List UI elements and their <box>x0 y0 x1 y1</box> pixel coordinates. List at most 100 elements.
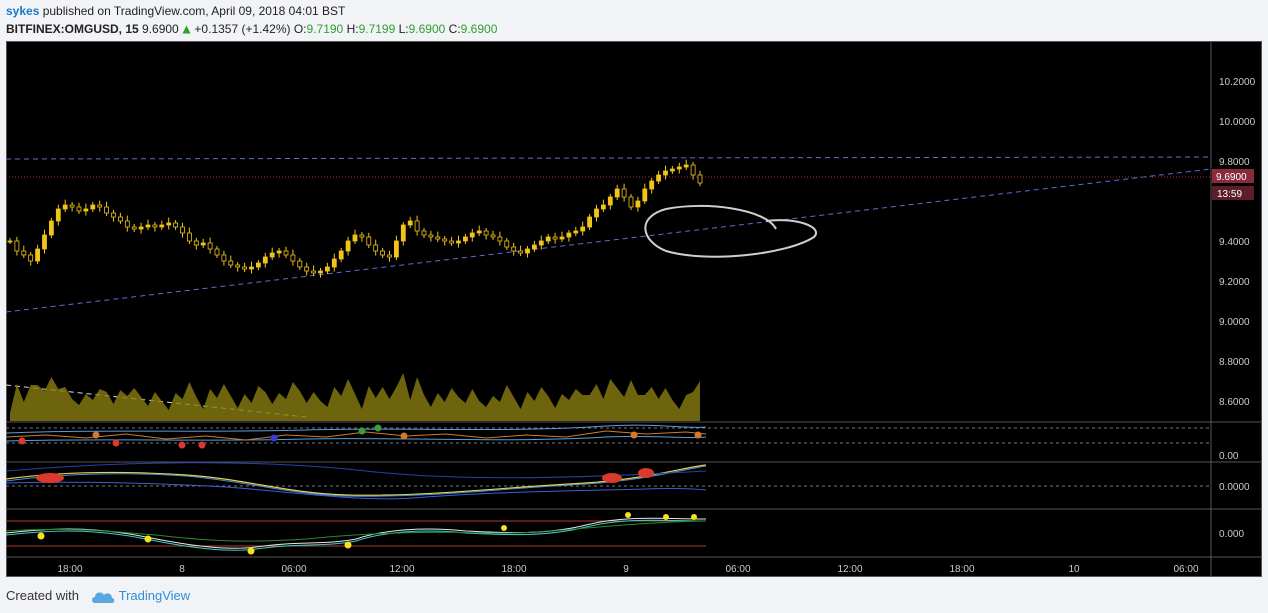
candle-body <box>421 230 427 236</box>
candle-body <box>69 204 75 208</box>
open-label: O: <box>293 22 307 36</box>
created-with-label: Created with <box>6 588 79 603</box>
candle-body <box>221 254 227 262</box>
candle-body <box>159 224 165 228</box>
close-value: 9.6900 <box>460 22 498 36</box>
countdown-tag: 13:59 <box>1212 186 1254 200</box>
candle-body <box>525 248 530 254</box>
time-axis-label-8: 18:00 <box>949 564 974 575</box>
candle-body <box>283 250 289 256</box>
candle-body <box>656 174 661 182</box>
candle-body <box>635 200 641 208</box>
candle-body <box>145 224 151 228</box>
pane2-axis-tick-0: 0.00 <box>1219 451 1239 462</box>
candle-body <box>359 234 365 238</box>
candle-body <box>124 220 130 228</box>
candle-body <box>352 234 358 242</box>
price-change: +0.1357 (+1.42%) <box>194 22 291 36</box>
symbol-label: BITFINEX:OMGUSD, 15 <box>6 22 139 36</box>
time-axis-label-2: 06:00 <box>281 564 306 575</box>
candle-body <box>180 226 185 234</box>
candle-body <box>97 204 103 208</box>
time-axis[interactable]: 18:00 8 06:00 12:00 18:00 9 06:00 12:00 18:00 10 0… <box>57 564 1198 575</box>
candle-body <box>35 248 41 262</box>
pane3-axis-tick-0: 0.000 <box>1219 529 1244 540</box>
candle-body <box>373 244 379 252</box>
indicator-pane-2 <box>6 462 1211 500</box>
candle-body <box>518 250 523 254</box>
high-value: 9.7199 <box>358 22 396 36</box>
candle-body <box>628 196 634 208</box>
candle-body <box>28 254 34 262</box>
time-axis-label-10: 06:00 <box>1173 564 1198 575</box>
candle-body <box>366 236 372 246</box>
candle-body <box>338 250 344 260</box>
pane-separators <box>6 41 1262 577</box>
support-trendline[interactable] <box>6 168 1212 313</box>
candle-body <box>559 236 565 240</box>
candle-body <box>456 240 461 244</box>
candle-body <box>104 206 109 214</box>
time-axis-label-1: 8 <box>179 564 185 575</box>
candle-body <box>442 238 448 242</box>
candle-body <box>331 258 337 268</box>
candle-body <box>621 188 627 198</box>
candle-body <box>663 170 668 176</box>
pane2-axis-tick-1: 0.0000 <box>1219 482 1250 493</box>
footer: Created with TradingView <box>6 588 190 604</box>
candle-body <box>138 226 144 230</box>
candle-body <box>690 164 696 176</box>
candle-body <box>186 232 192 242</box>
candle-body <box>255 262 261 268</box>
time-axis-label-6: 06:00 <box>725 564 750 575</box>
time-axis-label-4: 18:00 <box>501 564 526 575</box>
candle-body <box>262 256 268 264</box>
tradingview-brand-link[interactable]: TradingView <box>118 588 191 603</box>
candle-body <box>490 234 496 238</box>
price-axis-tick-6: 8.8000 <box>1219 357 1250 368</box>
triangle-up-icon <box>182 25 191 34</box>
price-axis-tick-3: 9.4000 <box>1219 237 1250 248</box>
candle-body <box>469 232 475 238</box>
candle-body <box>428 234 434 238</box>
candle-body <box>497 236 503 242</box>
candle-body <box>214 248 220 256</box>
candle-body <box>504 240 510 248</box>
candle-body <box>324 266 330 272</box>
candle-body <box>670 168 675 172</box>
candle-body <box>269 252 275 258</box>
candle-body <box>276 250 282 254</box>
candle-body <box>587 216 592 228</box>
candle-body <box>166 222 172 226</box>
candle-body <box>318 270 323 274</box>
candle-body <box>607 196 613 206</box>
candle-body <box>511 246 517 252</box>
candle-body <box>435 236 441 240</box>
candle-body <box>538 240 544 246</box>
candle-body <box>7 240 13 243</box>
candle-body <box>483 230 489 236</box>
price-chart[interactable]: 10.2000 10.0000 9.8000 9.4000 9.2000 9.0000 8.… <box>6 41 1262 577</box>
candle-body <box>407 220 413 226</box>
candle-body <box>676 166 682 170</box>
candle-body <box>76 206 82 212</box>
candle-body <box>49 220 54 236</box>
resistance-line[interactable] <box>6 156 1212 160</box>
price-axis-tick-2: 9.8000 <box>1219 157 1250 168</box>
published-text: published on TradingView.com, April 09, … <box>39 4 346 18</box>
candle-body <box>83 208 89 212</box>
author-link[interactable]: sykes <box>6 4 40 18</box>
candle-body <box>552 236 558 240</box>
candle-body <box>235 264 241 268</box>
low-label: L: <box>398 22 409 36</box>
hand-drawn-circle[interactable] <box>644 204 817 258</box>
candle-body <box>697 174 703 184</box>
countdown-tag-text: 13:59 <box>1217 189 1242 200</box>
open-value: 9.7190 <box>306 22 344 36</box>
candle-body <box>111 212 116 218</box>
candle-body <box>642 188 648 202</box>
volume-shape <box>10 373 700 421</box>
symbol-info: BITFINEX:OMGUSD, 15 9.6900 +0.1357 (+1.4… <box>6 22 497 36</box>
last-price: 9.6900 <box>142 22 179 36</box>
price-axis[interactable]: 10.2000 10.0000 9.8000 9.4000 9.2000 9.0000 8.… <box>1219 77 1256 408</box>
